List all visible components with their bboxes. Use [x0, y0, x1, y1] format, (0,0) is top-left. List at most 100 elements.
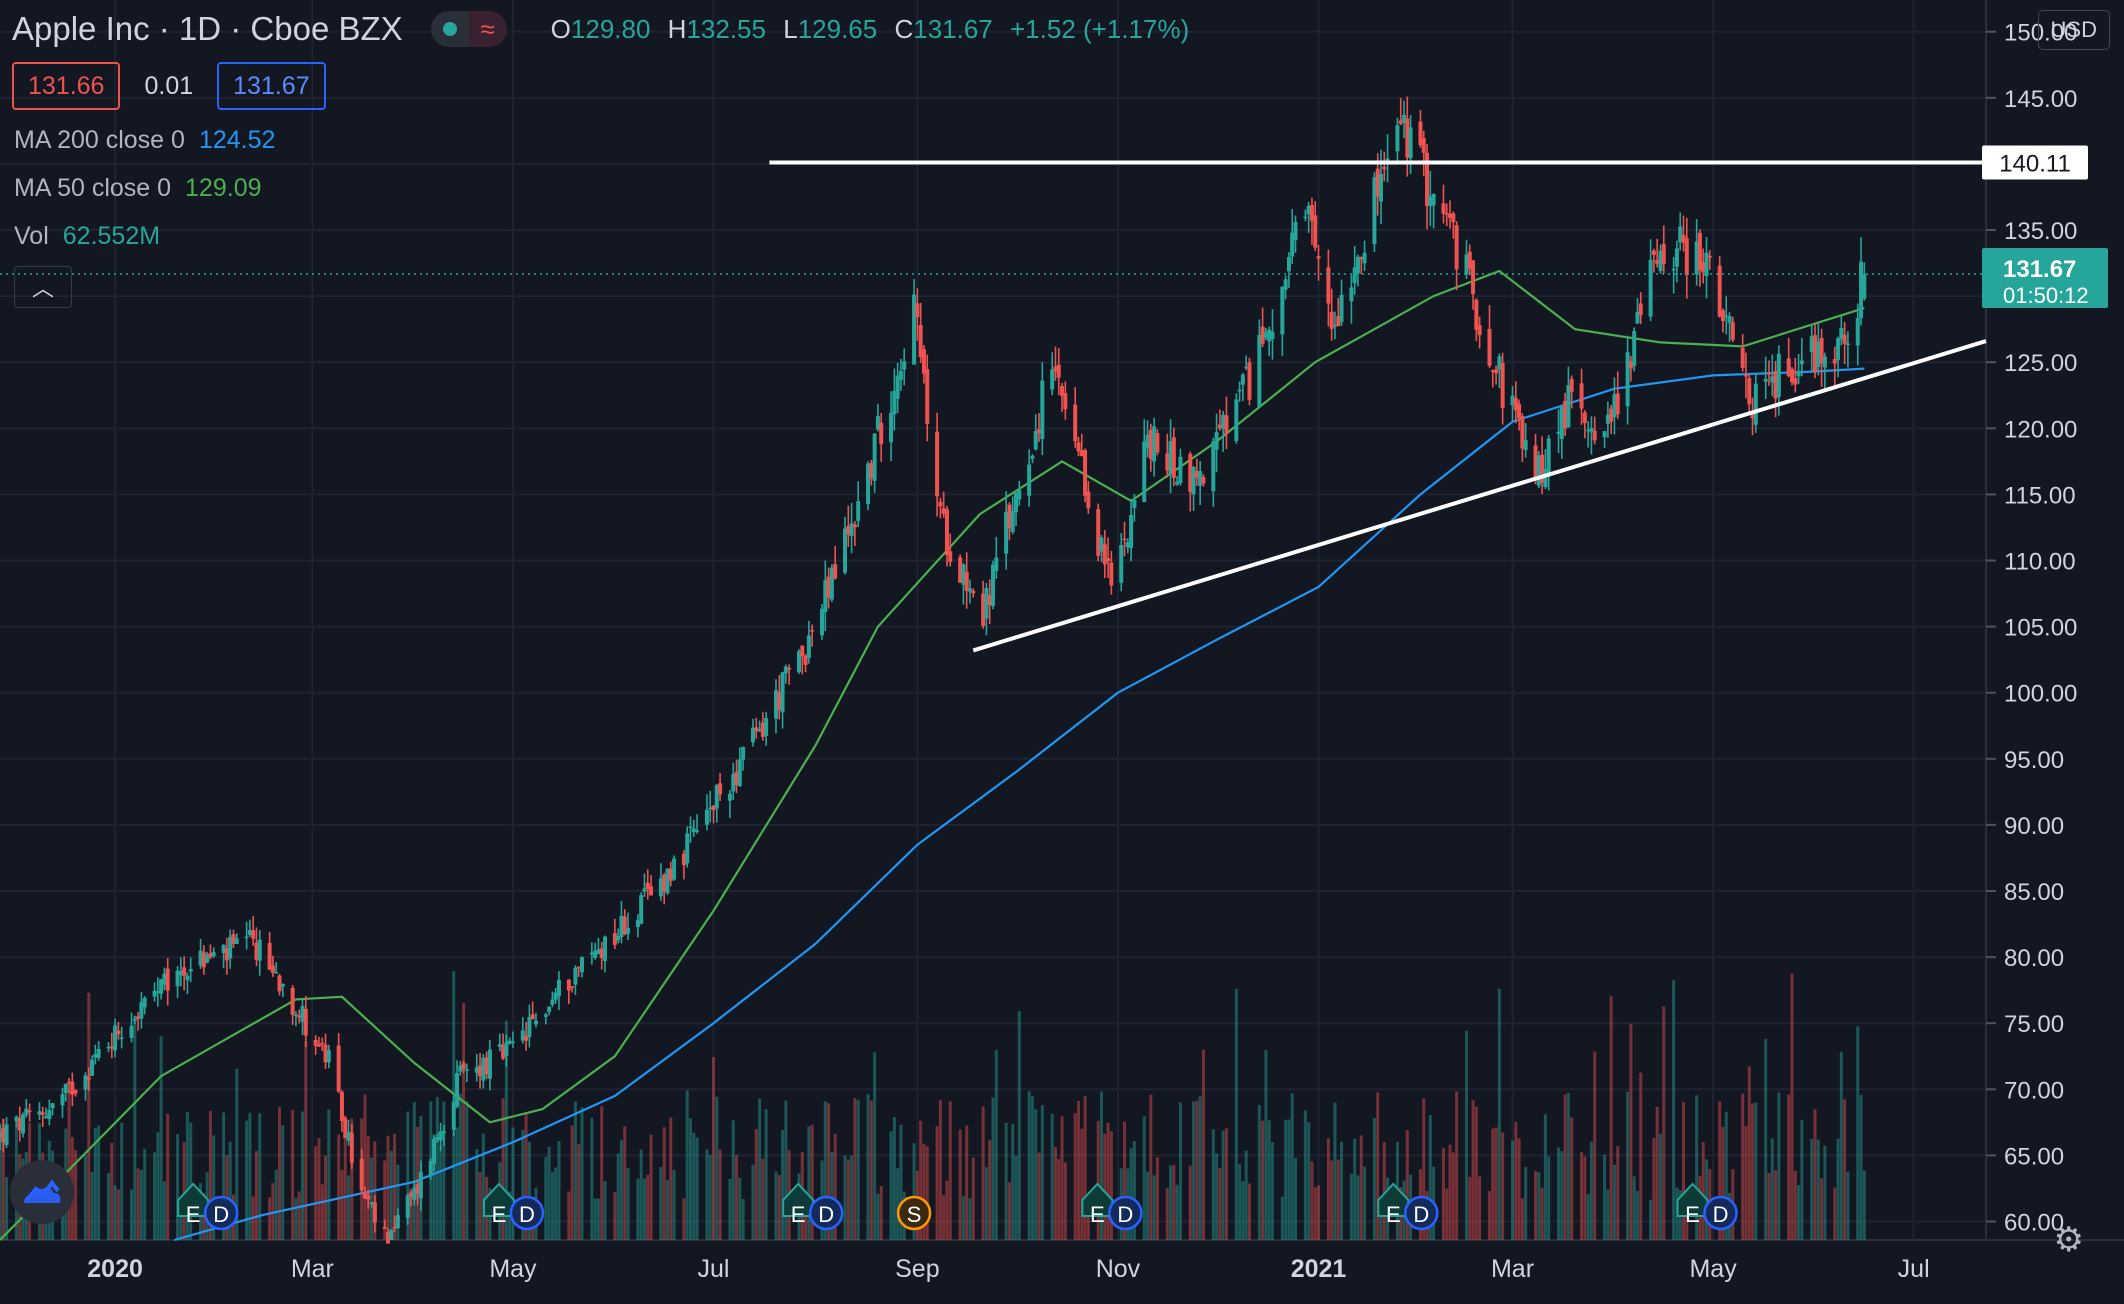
candle-body: [1510, 395, 1515, 406]
volume-bar: [807, 1126, 811, 1240]
change-value: +1.52 (+1.17%): [1010, 13, 1190, 44]
spread-value: 0.01: [144, 71, 194, 100]
volume-bar: [317, 1138, 321, 1240]
candle-body: [1836, 338, 1841, 361]
candle-body: [1332, 325, 1337, 327]
dividend-marker[interactable]: D: [1404, 1195, 1439, 1231]
candle-body: [826, 576, 831, 598]
settings-gear-icon[interactable]: ⚙: [2053, 1221, 2084, 1259]
candle: [487, 1040, 492, 1091]
split-marker[interactable]: S: [896, 1195, 932, 1231]
candle-body: [461, 1063, 466, 1069]
candle: [1122, 521, 1127, 557]
dividend-marker[interactable]: D: [1703, 1195, 1738, 1231]
candle-body: [619, 915, 624, 938]
candle-body: [941, 508, 946, 514]
candle: [981, 580, 986, 629]
candle-body: [346, 1132, 351, 1141]
candle: [1671, 257, 1676, 294]
volume-bar: [1129, 1148, 1133, 1240]
candle: [136, 1012, 141, 1031]
volume-bar: [613, 1191, 617, 1240]
candle-body: [1293, 221, 1298, 241]
candle-body: [507, 1040, 512, 1044]
dividend-marker[interactable]: D: [203, 1195, 239, 1231]
event-marker-label: E: [1685, 1202, 1700, 1227]
market-status-pill[interactable]: ≈: [430, 11, 507, 47]
volume-bar: [1833, 1187, 1837, 1240]
volume-bar: [1014, 1155, 1018, 1240]
candle: [113, 1018, 118, 1058]
volume-bar: [1100, 1091, 1104, 1240]
dividend-icon: [1108, 1195, 1143, 1231]
event-marker-label: D: [213, 1202, 229, 1227]
candle-body: [783, 666, 788, 674]
candle-body: [1053, 366, 1058, 372]
candle: [17, 1106, 22, 1142]
candle: [593, 942, 598, 960]
currency-button[interactable]: USD: [2037, 10, 2110, 50]
candle: [619, 900, 624, 944]
candle-body: [1086, 491, 1091, 509]
volume-bar: [774, 1171, 778, 1240]
candle-body: [418, 1171, 423, 1199]
candle-body: [902, 361, 907, 370]
candle: [1730, 316, 1735, 343]
volume-bar: [1261, 1120, 1265, 1240]
candle: [547, 1006, 552, 1016]
dividend-marker[interactable]: D: [808, 1195, 844, 1231]
candle: [695, 814, 700, 834]
candle: [1355, 254, 1360, 287]
candle: [820, 603, 825, 640]
volume-legend[interactable]: Vol 62.552M: [14, 222, 160, 251]
candle: [921, 345, 926, 384]
candle-body: [777, 692, 782, 710]
candle: [1030, 454, 1035, 464]
candle-body: [1813, 335, 1818, 373]
tradingview-logo[interactable]: [10, 1160, 74, 1224]
ma200-label: MA 200 close 0: [14, 126, 185, 154]
candle-body: [994, 557, 999, 572]
candle-body: [1816, 341, 1821, 368]
ma50-legend[interactable]: MA 50 close 0 129.09: [14, 174, 262, 203]
candle-body: [1464, 254, 1469, 275]
candle-body: [451, 1101, 456, 1130]
volume-bar: [649, 1134, 653, 1240]
buy-ask-button[interactable]: 131.67: [217, 62, 326, 110]
collapse-legend-button[interactable]: ︿: [14, 266, 72, 308]
sell-bid-button[interactable]: 131.66: [12, 62, 121, 110]
volume-bar: [1057, 1159, 1061, 1240]
candle-body: [1027, 464, 1032, 496]
candle: [553, 987, 558, 1004]
volume-bar: [1632, 1176, 1636, 1240]
symbol-title[interactable]: Apple Inc · 1D · Cboe BZX: [12, 10, 403, 47]
candle-body: [935, 431, 940, 497]
volume-bar: [580, 1107, 584, 1240]
ma200-legend[interactable]: MA 200 close 0 124.52: [14, 126, 275, 155]
candle: [843, 516, 848, 575]
candle: [1786, 337, 1791, 378]
dividend-marker[interactable]: D: [1108, 1195, 1143, 1231]
candle-body: [895, 375, 900, 399]
resistance-label-box: [1982, 145, 2088, 180]
candle: [1464, 239, 1469, 279]
volume-bar: [958, 1129, 962, 1240]
candle: [1609, 404, 1614, 435]
candle: [244, 921, 249, 950]
candle-body: [1651, 250, 1656, 255]
candle-body: [116, 1030, 121, 1035]
dividend-marker[interactable]: D: [509, 1195, 545, 1231]
candle: [527, 1004, 532, 1048]
volume-bar: [1672, 980, 1676, 1240]
volume-bar: [639, 1149, 643, 1240]
candle: [458, 1060, 463, 1076]
candle-body: [1582, 412, 1587, 424]
candle-body: [662, 874, 667, 892]
volume-bar: [347, 1175, 351, 1240]
candle: [731, 762, 736, 801]
candle: [155, 977, 160, 1007]
candle: [1293, 215, 1298, 253]
volume-bar: [1448, 1144, 1452, 1240]
volume-bar: [1238, 1163, 1242, 1240]
